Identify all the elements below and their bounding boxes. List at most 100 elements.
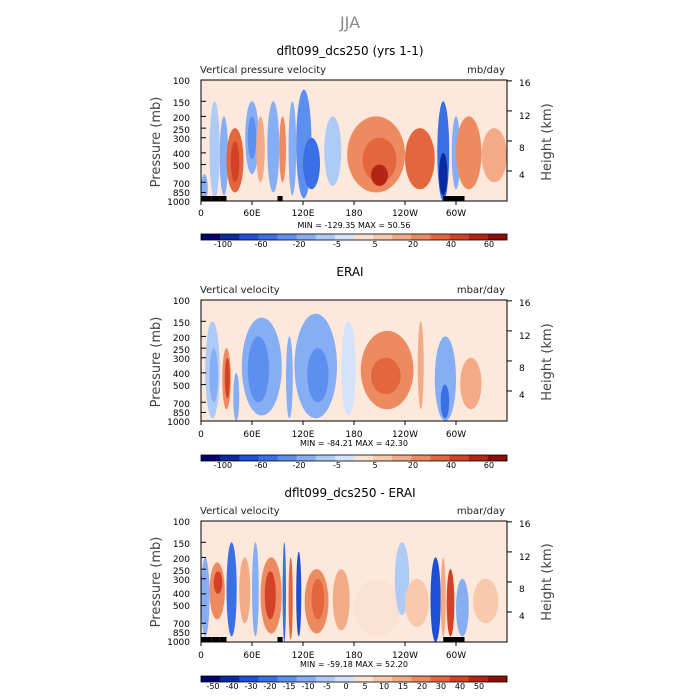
colorbar-swatch (334, 234, 355, 240)
heatmap-cell (456, 578, 469, 637)
y-tick-label: 100 (173, 297, 190, 307)
colorbar-swatch (373, 455, 393, 461)
heatmap-cell (247, 116, 257, 160)
colorbar-swatch (239, 455, 259, 461)
heatmap-background (201, 521, 507, 642)
colorbar-swatch (487, 455, 508, 461)
heatmap-cell (213, 571, 223, 594)
y-axis-label-right: Height (km) (540, 323, 555, 400)
x-tick-label: 120E (292, 430, 315, 440)
colorbar-label: -30 (244, 682, 257, 691)
pressure-ticks: 100 150 200 250 300 400 500 700 850 1000 (167, 297, 190, 428)
y-tick-label-right: 8 (519, 585, 525, 595)
heatmap-cells (205, 313, 482, 421)
x-tick-label: 60W (446, 651, 466, 661)
y-tick-label: 300 (173, 135, 190, 145)
height-ticks: 16 12 8 4 (519, 520, 531, 622)
topography-mask (219, 637, 227, 642)
colorbar-swatch (373, 676, 393, 682)
y-tick-label: 150 (173, 319, 190, 329)
colorbar-swatch (220, 676, 240, 682)
panel-title: dflt099_dcs250 (yrs 1-1) (276, 44, 423, 58)
colorbar-labels: -100 -60 -20 -5 5 20 40 60 (214, 461, 494, 470)
pressure-ticks: 100 150 200 250 300 400 500 700 850 1000 (167, 518, 190, 648)
figure-season-title: JJA (339, 13, 360, 32)
heatmap-cell (209, 348, 218, 403)
colorbar-swatch (354, 676, 374, 682)
colorbar-swatch (220, 455, 240, 461)
colorbar-label: -20 (263, 682, 276, 691)
colorbar-swatch (373, 234, 393, 240)
y-axis-label: Pressure (mb) (149, 317, 164, 408)
y-tick-label: 850 (173, 629, 190, 639)
heatmap-panel-3 (200, 520, 512, 683)
colorbar-swatch (258, 455, 278, 461)
x-tick-label: 180 (345, 430, 362, 440)
panel-title: ERAI (336, 265, 363, 279)
heatmap-cell (303, 137, 320, 190)
colorbar-label: 0 (343, 682, 348, 691)
y-tick-label: 250 (173, 346, 190, 356)
colorbar-swatch (430, 676, 450, 682)
heatmap-cell (405, 128, 435, 190)
x-tick-label: 60W (446, 430, 466, 440)
topography-mask (277, 637, 283, 642)
heatmap-cell (341, 321, 356, 416)
colorbar-swatch (468, 234, 489, 240)
colorbar-swatch (296, 676, 317, 682)
heatmap-cell (264, 571, 276, 620)
heatmap-panel-2 (200, 299, 512, 462)
y-tick-label: 700 (173, 180, 190, 190)
heatmap-cell (430, 557, 441, 642)
y-tick-label: 200 (173, 334, 190, 344)
heatmap-cell (456, 116, 482, 190)
heatmap-cell (371, 357, 401, 395)
panel-difference: dflt099_dcs250 - ERAI Vertical velocity … (149, 486, 555, 691)
y-axis-label: Pressure (mb) (149, 537, 164, 628)
y-tick-label-right: 4 (519, 171, 525, 181)
topography-mask (443, 637, 456, 642)
colorbar-swatch (277, 234, 297, 240)
colorbar-swatch (220, 234, 240, 240)
colorbar-swatch (354, 234, 374, 240)
panel-units: mb/day (467, 65, 505, 76)
topography-mask (456, 637, 465, 642)
y-axis-label-right: Height (km) (540, 543, 555, 620)
y-tick-label: 400 (173, 370, 190, 380)
heatmap-cell (286, 336, 293, 419)
colorbar-swatch (392, 455, 412, 461)
colorbar-label: 15 (398, 682, 408, 691)
colorbar-swatch (277, 455, 297, 461)
heatmap-cell (282, 542, 286, 642)
heatmap-cells (201, 542, 499, 642)
topography-mask (277, 196, 283, 201)
y-axis-label-right: Height (km) (540, 103, 555, 180)
heatmap-cell (481, 128, 507, 183)
heatmap-cell (288, 557, 293, 640)
heatmap-cell (279, 116, 286, 183)
colorbar-label: -40 (225, 682, 238, 691)
x-tick-label: 0 (198, 209, 204, 219)
y-tick-label: 300 (173, 355, 190, 365)
heatmap-cell (230, 141, 240, 183)
y-tick-label: 200 (173, 114, 190, 124)
x-tick-label: 60E (243, 430, 260, 440)
colorbar-label: -5 (333, 240, 341, 249)
y-tick-label: 1000 (167, 418, 190, 428)
topography-mask (201, 637, 212, 642)
colorbar-swatch (315, 676, 336, 682)
topography-mask (211, 196, 220, 201)
heatmap-cell (440, 557, 446, 637)
colorbar-label: 10 (379, 682, 389, 691)
colorbar-swatch (315, 455, 336, 461)
x-ticks: 0 60E 120E 180 120W 60W (198, 209, 466, 219)
colorbar-label: -100 (214, 461, 232, 470)
y-tick-label: 700 (173, 400, 190, 410)
colorbar-swatch (258, 234, 278, 240)
heatmap-cell (247, 336, 269, 403)
y-tick-label-right: 12 (519, 332, 530, 342)
colorbar-label: -10 (301, 682, 314, 691)
height-ticks: 16 12 8 4 (519, 79, 531, 181)
panel-model: dflt099_dcs250 (yrs 1-1) Vertical pressu… (149, 44, 555, 249)
y-tick-label: 500 (173, 162, 190, 172)
